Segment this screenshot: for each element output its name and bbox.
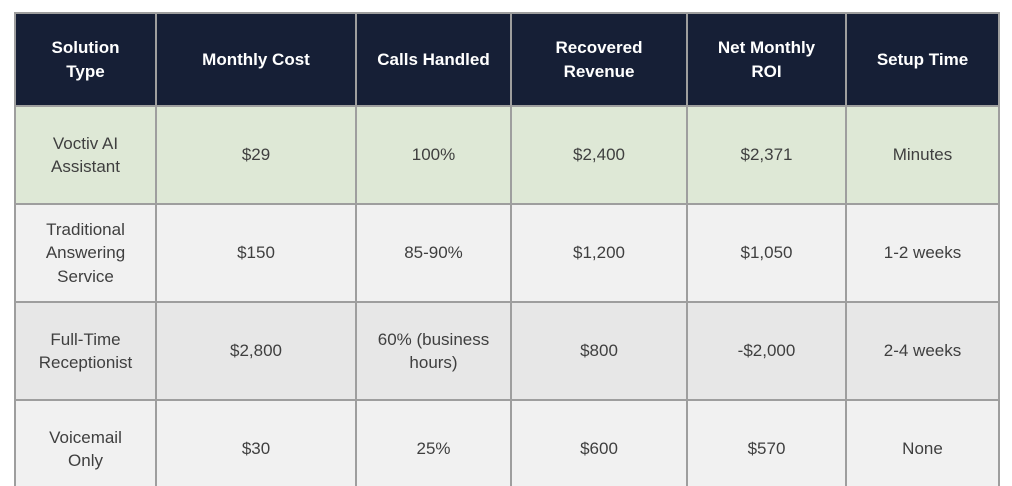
table-row-full-time-receptionist: Full-Time Receptionist $2,800 60% (busin…	[14, 301, 1000, 401]
cell-recovered-revenue: $2,400	[510, 105, 688, 205]
cell-setup-time: 2-4 weeks	[845, 301, 1000, 401]
table-row-voctiv-ai-assistant: Voctiv AI Assistant $29 100% $2,400 $2,3…	[14, 105, 1000, 205]
cell-calls-handled: 60% (business hours)	[355, 301, 512, 401]
column-header-net-monthly-roi: Net Monthly ROI	[686, 12, 847, 107]
column-header-recovered-revenue: Recovered Revenue	[510, 12, 688, 107]
cell-setup-time: None	[845, 399, 1000, 486]
cell-net-monthly-roi: $570	[686, 399, 847, 486]
cell-monthly-cost: $30	[155, 399, 357, 486]
cell-solution-type: Full-Time Receptionist	[14, 301, 157, 401]
cell-recovered-revenue: $600	[510, 399, 688, 486]
cell-net-monthly-roi: $2,371	[686, 105, 847, 205]
comparison-table: Solution Type Monthly Cost Calls Handled…	[14, 12, 1000, 486]
column-header-calls-handled: Calls Handled	[355, 12, 512, 107]
cell-monthly-cost: $29	[155, 105, 357, 205]
cell-recovered-revenue: $1,200	[510, 203, 688, 303]
cell-calls-handled: 100%	[355, 105, 512, 205]
column-header-setup-time: Setup Time	[845, 12, 1000, 107]
table-row-voicemail-only: Voicemail Only $30 25% $600 $570 None	[14, 399, 1000, 486]
cell-solution-type: Voicemail Only	[14, 399, 157, 486]
cell-calls-handled: 25%	[355, 399, 512, 486]
column-header-solution-type: Solution Type	[14, 12, 157, 107]
cell-net-monthly-roi: $1,050	[686, 203, 847, 303]
cell-net-monthly-roi: -$2,000	[686, 301, 847, 401]
column-header-monthly-cost: Monthly Cost	[155, 12, 357, 107]
cell-calls-handled: 85-90%	[355, 203, 512, 303]
cell-solution-type: Voctiv AI Assistant	[14, 105, 157, 205]
cell-setup-time: 1-2 weeks	[845, 203, 1000, 303]
cell-solution-type: Traditional Answering Service	[14, 203, 157, 303]
table-header-row: Solution Type Monthly Cost Calls Handled…	[14, 12, 1000, 107]
cell-recovered-revenue: $800	[510, 301, 688, 401]
cell-setup-time: Minutes	[845, 105, 1000, 205]
cell-monthly-cost: $150	[155, 203, 357, 303]
cell-monthly-cost: $2,800	[155, 301, 357, 401]
table-row-traditional-answering-service: Traditional Answering Service $150 85-90…	[14, 203, 1000, 303]
